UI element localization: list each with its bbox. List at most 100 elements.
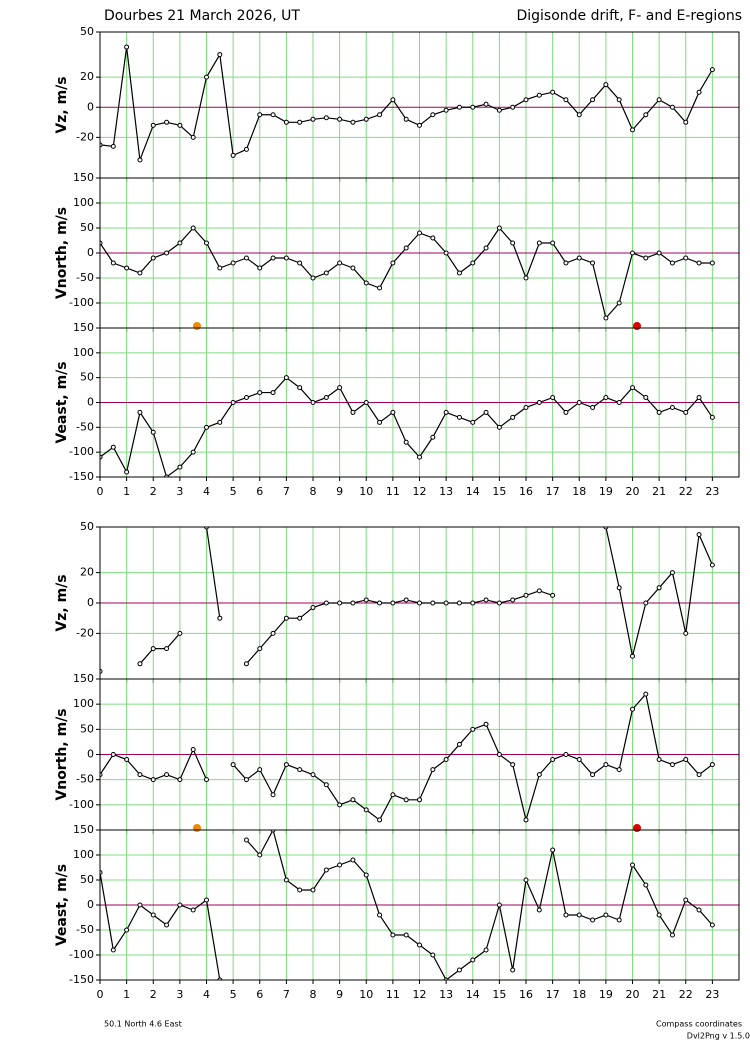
data-point: [177, 777, 183, 783]
data-point: [283, 375, 289, 381]
data-point: [403, 116, 409, 122]
data-point: [350, 265, 356, 271]
data-point: [283, 255, 289, 261]
y-tick-label: 100: [73, 196, 94, 209]
data-point: [456, 414, 462, 420]
data-point: [709, 922, 715, 928]
y-tick-label: 100: [73, 346, 94, 359]
data-point: [603, 395, 609, 401]
data-point: [124, 469, 130, 475]
data-point: [417, 454, 422, 460]
panel: [100, 32, 739, 178]
data-point: [496, 752, 502, 757]
data-point: [443, 409, 449, 415]
data-point: [510, 762, 516, 768]
data-point: [137, 270, 143, 276]
y-tick-label: 150: [73, 672, 94, 685]
y-tick-label: 0: [87, 748, 94, 761]
data-point: [523, 275, 529, 281]
data-point: [350, 409, 356, 415]
y-tick-label: 20: [80, 70, 94, 83]
data-point: [709, 260, 715, 266]
data-point: [443, 757, 449, 763]
y-tick-label: -50: [76, 420, 94, 433]
data-point: [630, 385, 635, 391]
header-right: Digisonde drift, F- and E-regions: [516, 8, 742, 24]
data-point: [164, 922, 170, 928]
y-axis-label: Vz, m/s: [54, 76, 70, 133]
x-tick-label: 3: [176, 988, 183, 1001]
data-point: [377, 285, 383, 291]
data-point: [257, 112, 263, 118]
x-tick-label: 10: [359, 988, 373, 1001]
data-point: [443, 250, 449, 256]
data-point: [590, 260, 596, 266]
data-point: [417, 230, 422, 236]
data-point: [696, 89, 702, 95]
data-point: [177, 902, 183, 908]
y-tick-label: 0: [87, 396, 94, 409]
data-point: [536, 92, 542, 98]
y-tick-label: -50: [76, 271, 94, 284]
x-tick-label: 0: [97, 485, 104, 498]
data-point: [430, 952, 436, 958]
data-point: [204, 424, 209, 430]
data-point: [190, 907, 196, 913]
data-point: [230, 400, 236, 405]
data-point: [483, 409, 489, 415]
data-point: [550, 757, 556, 763]
data-point: [337, 862, 343, 868]
data-point: [683, 897, 689, 903]
data-point: [656, 97, 662, 103]
data-point: [323, 270, 329, 276]
data-point: [377, 817, 383, 823]
data-point: [630, 250, 635, 256]
data-point: [563, 409, 569, 415]
data-point: [403, 245, 409, 251]
data-point: [363, 872, 369, 878]
data-point: [443, 600, 449, 606]
x-tick-label: 3: [176, 485, 183, 498]
data-point: [696, 772, 702, 778]
data-point: [669, 570, 675, 576]
y-tick-label: 0: [87, 100, 94, 113]
data-point: [563, 260, 569, 266]
data-point: [110, 143, 116, 149]
data-point: [510, 240, 516, 246]
data-point: [656, 250, 662, 256]
data-point: [377, 419, 383, 425]
data-point: [323, 115, 329, 121]
data-point: [483, 597, 489, 603]
data-point: [137, 409, 143, 415]
data-point: [257, 265, 263, 271]
x-tick-label: 19: [599, 988, 613, 1001]
data-point: [590, 404, 596, 410]
data-point: [283, 119, 289, 125]
data-point: [510, 597, 516, 603]
data-point: [150, 429, 156, 435]
x-tick-label: 16: [519, 988, 533, 1001]
data-point: [510, 414, 516, 420]
data-point: [430, 235, 436, 241]
data-point: [523, 592, 529, 598]
data-point: [683, 255, 689, 261]
data-point: [417, 942, 422, 948]
x-tick-label: 17: [546, 485, 560, 498]
x-tick-label: 0: [97, 988, 104, 1001]
data-point: [630, 706, 635, 712]
data-point: [616, 585, 622, 591]
data-point: [257, 767, 263, 773]
data-point: [417, 122, 422, 128]
data-point: [270, 112, 276, 118]
data-point: [297, 119, 303, 125]
y-tick-label: -50: [76, 773, 94, 786]
data-point: [230, 260, 236, 266]
data-point: [310, 605, 316, 611]
data-point: [590, 772, 596, 778]
data-point: [616, 400, 622, 405]
y-tick-label: 100: [73, 697, 94, 710]
data-point: [470, 104, 476, 110]
data-point: [576, 912, 582, 918]
x-tick-label: 15: [492, 485, 506, 498]
x-tick-label: 7: [283, 988, 290, 1001]
